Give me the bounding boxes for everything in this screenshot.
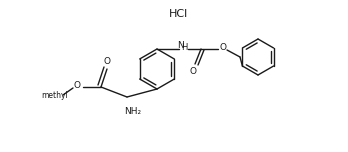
Text: H: H xyxy=(181,43,187,52)
Text: NH₂: NH₂ xyxy=(125,107,142,116)
Text: methyl: methyl xyxy=(42,92,68,100)
Text: HCl: HCl xyxy=(168,9,188,19)
Text: O: O xyxy=(190,67,197,76)
Text: O: O xyxy=(220,43,227,52)
Text: N: N xyxy=(177,41,184,50)
Text: O: O xyxy=(103,57,111,66)
Text: O: O xyxy=(73,81,80,90)
